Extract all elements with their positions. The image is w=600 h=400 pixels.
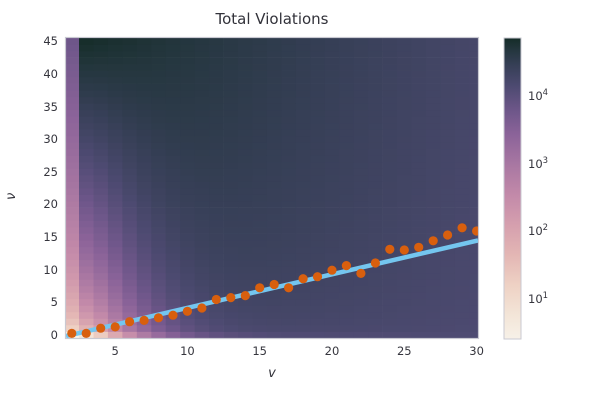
- scatter-point: [428, 236, 438, 246]
- scatter-point: [139, 315, 149, 325]
- scatter-point: [182, 306, 192, 316]
- scatter-point: [443, 230, 453, 240]
- y-tick-label: 5: [50, 295, 58, 310]
- scatter-point: [211, 294, 221, 305]
- scatter-point: [197, 303, 207, 313]
- scatter-point: [327, 265, 337, 275]
- colorbar: [503, 37, 522, 340]
- scatter-point: [298, 274, 308, 284]
- chart-title: Total Violations: [215, 10, 329, 28]
- heatmap: [66, 38, 479, 339]
- scatter-point: [457, 223, 467, 233]
- x-tick-label: 5: [111, 344, 119, 358]
- x-tick-label: 30: [469, 344, 484, 358]
- scatter-point: [414, 242, 424, 252]
- x-tick-label: 20: [324, 344, 340, 358]
- scatter-point: [153, 313, 164, 323]
- scatter-point: [168, 310, 178, 320]
- y-tick-label: 35: [43, 99, 58, 114]
- colorbar-tick-label: 103: [528, 155, 549, 171]
- plot-border: [64, 36, 480, 340]
- scatter-point: [67, 328, 77, 338]
- y-tick-label: 15: [43, 229, 58, 244]
- x-tick-label: 15: [252, 344, 267, 358]
- y-tick-label: 40: [43, 66, 58, 81]
- colorbar-tick-label: 101: [528, 290, 549, 306]
- scatter-point: [125, 317, 135, 327]
- y-tick-label: 10: [43, 262, 58, 277]
- colorbar-tick-label: 102: [528, 223, 549, 239]
- y-tick-label: 0: [50, 327, 58, 342]
- x-axis-label: v: [268, 366, 276, 381]
- x-tick-label: 25: [396, 344, 412, 358]
- scatter-point: [472, 226, 478, 236]
- scatter-point: [240, 291, 250, 301]
- y-tick-label: 45: [43, 34, 58, 49]
- scatter-point: [284, 283, 294, 293]
- scatter-point: [341, 261, 351, 271]
- scatter-point: [226, 293, 236, 303]
- colorbar-tick-label: 104: [528, 88, 549, 104]
- scatter-point: [399, 245, 409, 255]
- scatter-point: [269, 279, 279, 290]
- x-tick-label: 10: [180, 344, 195, 358]
- scatter-point: [370, 258, 380, 268]
- y-tick-label: 25: [43, 164, 58, 179]
- scatter-point: [110, 322, 120, 332]
- y-tick-label: 30: [43, 132, 58, 147]
- scatter-point: [385, 244, 395, 254]
- scatter-point: [81, 328, 91, 338]
- y-tick-label: 20: [43, 197, 58, 212]
- scatter-point: [356, 268, 366, 278]
- data-layer: [66, 223, 478, 338]
- scatter-point: [312, 272, 323, 282]
- scatter-point: [96, 323, 106, 333]
- scatter-point: [255, 283, 265, 293]
